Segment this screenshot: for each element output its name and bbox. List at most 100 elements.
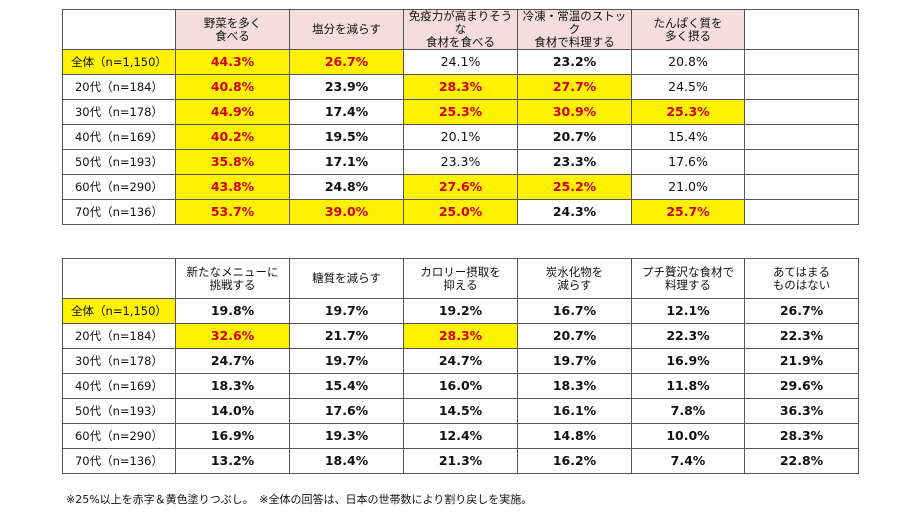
table-cell: 16.2% (517, 448, 632, 474)
empty-cell (744, 99, 859, 125)
row-label: 50代（n=193） (62, 398, 176, 424)
table-row: 60代（n=290） 16.9% 19.3% 12.4% 14.8% 10.0% 28.3% (62, 423, 859, 449)
table-cell: 24.5% (631, 74, 745, 100)
empty-column-header (744, 9, 859, 50)
table-cell: 24.3% (517, 199, 632, 225)
column-header: 糖質を減らす (289, 258, 404, 299)
table-cell: 23.2% (517, 49, 632, 75)
table-cell: 14.5% (403, 398, 518, 424)
row-label: 20代（n=184） (62, 74, 176, 100)
column-header: 冷凍・常温のストック 食材で料理する (517, 9, 632, 50)
table-corner-cell (62, 258, 176, 299)
table-cell: 27.7% (517, 74, 632, 100)
row-label: 70代（n=136） (62, 448, 176, 474)
table-cell: 20.8% (631, 49, 745, 75)
table-cell: 11.8% (631, 373, 745, 399)
row-label: 全体（n=1,150） (62, 298, 176, 324)
table-cell: 19.8% (175, 298, 290, 324)
column-header: 塩分を減らす (289, 9, 404, 50)
table-row: 全体（n=1,150） 19.8% 19.7% 19.2% 16.7% 12.1% 26.7… (62, 298, 859, 324)
table-cell: 39.0% (289, 199, 404, 225)
table-cell: 22.3% (744, 323, 859, 349)
table-cell: 12.4% (403, 423, 518, 449)
table-cell: 23.3% (517, 149, 632, 175)
table-row: 30代（n=178） 44.9% 17.4% 25.3% 30.9% 25.3% (62, 99, 859, 125)
table-cell: 16.0% (403, 373, 518, 399)
table-cell: 35.8% (175, 149, 290, 175)
empty-cell (744, 149, 859, 175)
table-cell: 24.7% (403, 348, 518, 374)
column-header: 新たなメニューに 挑戦する (175, 258, 290, 299)
column-header: カロリー摂取を 抑える (403, 258, 518, 299)
table-cell: 17.6% (631, 149, 745, 175)
footnote: ※25%以上を赤字＆黄色塗りつぶし。 ※全体の回答は、日本の世帯数により割り戻し… (66, 493, 533, 506)
table-cell: 25.0% (403, 199, 518, 225)
table-cell: 22.8% (744, 448, 859, 474)
table-cell: 44.3% (175, 49, 290, 75)
table-cell: 18.3% (175, 373, 290, 399)
table-cell: 20.1% (403, 124, 518, 150)
table-cell: 19.7% (289, 298, 404, 324)
table-cell: 16.7% (517, 298, 632, 324)
empty-cell (744, 124, 859, 150)
table-row: 30代（n=178） 24.7% 19.7% 24.7% 19.7% 16.9% 21.9% (62, 348, 859, 374)
table-header-row: 新たなメニューに 挑戦する 糖質を減らす カロリー摂取を 抑える 炭水化物を 減らす … (62, 258, 859, 299)
table-cell: 16.1% (517, 398, 632, 424)
table-cell: 25.7% (631, 199, 745, 225)
row-label: 50代（n=193） (62, 149, 176, 175)
table-cell: 25.2% (517, 174, 632, 200)
table-row: 50代（n=193） 14.0% 17.6% 14.5% 16.1% 7.8% 36.3% (62, 398, 859, 424)
table-cell: 23.9% (289, 74, 404, 100)
table-cell: 26.7% (744, 298, 859, 324)
table-cell: 14.0% (175, 398, 290, 424)
table-cell: 40.8% (175, 74, 290, 100)
column-header: 野菜を多く 食べる (175, 9, 290, 50)
table-row: 70代（n=136） 13.2% 18.4% 21.3% 16.2% 7.4% 22.8% (62, 448, 859, 474)
table-cell: 16.9% (631, 348, 745, 374)
table-row: 20代（n=184） 40.8% 23.9% 28.3% 27.7% 24.5% (62, 74, 859, 100)
table-cell: 24.7% (175, 348, 290, 374)
table-cell: 28.3% (403, 323, 518, 349)
table-cell: 20.7% (517, 323, 632, 349)
table-row: 70代（n=136） 53.7% 39.0% 25.0% 24.3% 25.7% (62, 199, 859, 225)
empty-cell (744, 74, 859, 100)
column-header: 免疫力が高まりそうな 食材を食べる (403, 9, 518, 50)
table-cell: 24.1% (403, 49, 518, 75)
table-cell: 29.6% (744, 373, 859, 399)
table-cell: 12.1% (631, 298, 745, 324)
table-cell: 7.8% (631, 398, 745, 424)
table-cell: 26.7% (289, 49, 404, 75)
table-cell: 27.6% (403, 174, 518, 200)
table-cell: 21.0% (631, 174, 745, 200)
empty-cell (744, 49, 859, 75)
table-cell: 21.3% (403, 448, 518, 474)
table-row: 40代（n=169） 18.3% 15.4% 16.0% 18.3% 11.8% 29.6% (62, 373, 859, 399)
row-label: 30代（n=178） (62, 348, 176, 374)
table-cell: 18.3% (517, 373, 632, 399)
table-row: 60代（n=290） 43.8% 24.8% 27.6% 25.2% 21.0% (62, 174, 859, 200)
table-cell: 20.7% (517, 124, 632, 150)
table-cell: 17.1% (289, 149, 404, 175)
empty-cell (744, 199, 859, 225)
table-cell: 19.7% (517, 348, 632, 374)
table-cell: 28.3% (403, 74, 518, 100)
column-header: 炭水化物を 減らす (517, 258, 632, 299)
table-cell: 53.7% (175, 199, 290, 225)
table-cell: 13.2% (175, 448, 290, 474)
table-cell: 25.3% (403, 99, 518, 125)
table-row: 20代（n=184） 32.6% 21.7% 28.3% 20.7% 22.3% 22.3% (62, 323, 859, 349)
table-cell: 17.4% (289, 99, 404, 125)
table-row: 50代（n=193） 35.8% 17.1% 23.3% 23.3% 17.6% (62, 149, 859, 175)
column-header: あてはまる ものはない (744, 258, 859, 299)
table-header-row: 野菜を多く 食べる 塩分を減らす 免疫力が高まりそうな 食材を食べる 冷凍・常温のス… (62, 9, 859, 50)
table-cell: 23.3% (403, 149, 518, 175)
row-label: 全体（n=1,150） (62, 49, 176, 75)
row-label: 40代（n=169） (62, 373, 176, 399)
table-cell: 19.3% (289, 423, 404, 449)
table-row: 全体（n=1,150） 44.3% 26.7% 24.1% 23.2% 20.8% (62, 49, 859, 75)
table-cell: 43.8% (175, 174, 290, 200)
table-cell: 36.3% (744, 398, 859, 424)
table-row: 40代（n=169） 40.2% 19.5% 20.1% 20.7% 15.4% (62, 124, 859, 150)
table-cell: 14.8% (517, 423, 632, 449)
table-cell: 40.2% (175, 124, 290, 150)
